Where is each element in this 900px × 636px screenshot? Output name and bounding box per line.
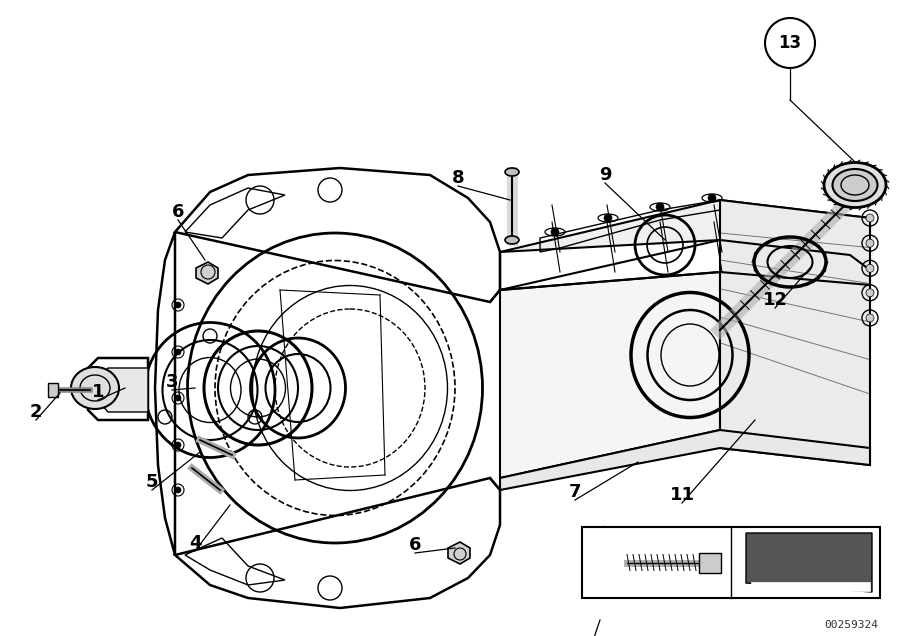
- Text: 11: 11: [670, 486, 695, 504]
- Circle shape: [175, 349, 181, 355]
- Text: 13: 13: [778, 34, 802, 52]
- Circle shape: [866, 239, 874, 247]
- Circle shape: [551, 228, 559, 236]
- Text: 6: 6: [172, 203, 184, 221]
- Text: 7: 7: [569, 483, 581, 501]
- Ellipse shape: [505, 168, 519, 176]
- Circle shape: [708, 194, 716, 202]
- Text: 5: 5: [146, 473, 158, 491]
- Bar: [48, 383, 58, 397]
- Polygon shape: [720, 200, 870, 465]
- Circle shape: [866, 289, 874, 297]
- Polygon shape: [500, 430, 870, 490]
- Polygon shape: [196, 262, 218, 284]
- Bar: [582, 527, 880, 598]
- Circle shape: [175, 395, 181, 401]
- Polygon shape: [500, 272, 720, 478]
- Circle shape: [175, 442, 181, 448]
- Polygon shape: [751, 582, 870, 591]
- Text: 6: 6: [409, 536, 421, 554]
- Polygon shape: [448, 542, 470, 564]
- Circle shape: [866, 314, 874, 322]
- Polygon shape: [588, 548, 618, 578]
- Bar: [699, 553, 721, 572]
- Circle shape: [866, 265, 874, 272]
- Text: 00259324: 00259324: [824, 620, 878, 630]
- Text: 8: 8: [452, 169, 464, 187]
- Ellipse shape: [71, 367, 119, 409]
- Circle shape: [866, 214, 874, 222]
- Circle shape: [656, 203, 664, 211]
- Text: 9: 9: [598, 166, 611, 184]
- Ellipse shape: [505, 236, 519, 244]
- Polygon shape: [500, 200, 870, 255]
- Text: 1: 1: [92, 383, 104, 401]
- Ellipse shape: [832, 169, 878, 201]
- Text: 2: 2: [30, 403, 42, 421]
- Circle shape: [175, 487, 181, 493]
- Ellipse shape: [824, 163, 886, 207]
- Text: 13: 13: [592, 553, 616, 572]
- Polygon shape: [746, 533, 872, 592]
- Circle shape: [604, 214, 612, 222]
- Text: 4: 4: [189, 534, 202, 552]
- Text: 12: 12: [762, 291, 788, 309]
- Circle shape: [175, 302, 181, 308]
- Text: 3: 3: [166, 373, 178, 391]
- Polygon shape: [102, 368, 148, 412]
